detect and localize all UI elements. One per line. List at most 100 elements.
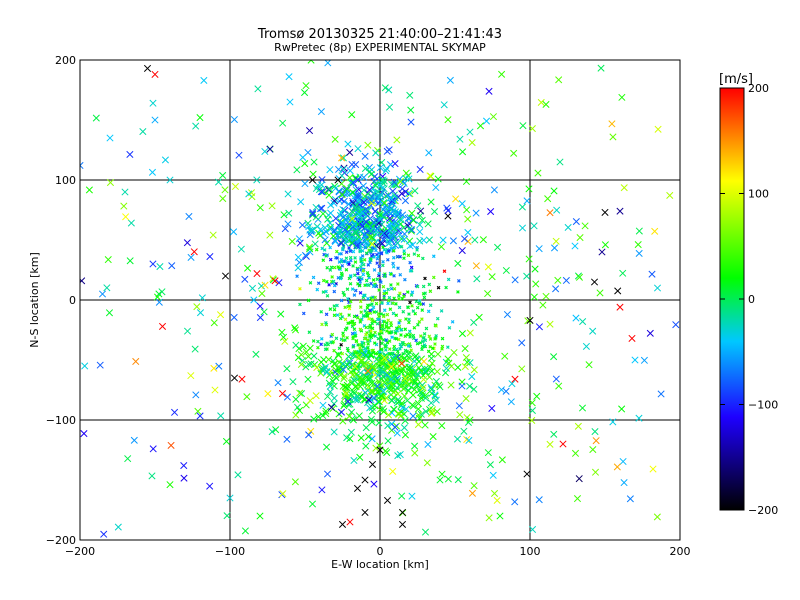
data-point [192, 122, 200, 130]
data-point [366, 342, 371, 346]
data-point [350, 456, 358, 465]
data-point [339, 219, 347, 227]
data-point [345, 336, 349, 340]
data-point [425, 149, 433, 157]
data-point [389, 320, 393, 325]
data-point [185, 212, 193, 221]
data-point [542, 100, 550, 108]
data-point [325, 355, 333, 364]
data-point [219, 171, 227, 179]
data-point [416, 228, 424, 236]
data-point [307, 427, 315, 435]
data-point [323, 342, 328, 347]
data-point [337, 218, 345, 226]
data-point [308, 281, 313, 285]
data-point [597, 64, 605, 72]
data-point [130, 436, 138, 444]
data-point [378, 350, 382, 354]
data-point [314, 413, 323, 421]
data-point [535, 496, 543, 504]
data-point [572, 218, 580, 226]
data-point [299, 342, 307, 350]
data-point [370, 298, 375, 303]
data-point [409, 402, 417, 410]
data-point [340, 247, 345, 251]
data-point [440, 347, 444, 351]
data-point [432, 183, 440, 192]
data-point [450, 320, 455, 324]
data-point [427, 354, 435, 362]
data-point [377, 191, 385, 199]
data-point [318, 204, 326, 212]
data-point [350, 319, 354, 324]
data-point [518, 203, 526, 211]
data-point [318, 486, 326, 494]
data-point [396, 215, 404, 224]
data-point [391, 261, 395, 266]
data-point [406, 190, 414, 198]
data-point [442, 358, 450, 366]
data-point [120, 202, 128, 210]
data-point [371, 181, 380, 189]
data-point [408, 260, 412, 265]
data-point [392, 245, 397, 250]
data-point [380, 177, 388, 185]
data-point [253, 270, 261, 278]
data-point [424, 326, 429, 331]
data-point [382, 248, 387, 252]
data-point [427, 384, 435, 392]
data-point [278, 328, 286, 336]
data-point [408, 335, 412, 339]
data-point [417, 207, 425, 215]
data-point [397, 368, 406, 376]
data-point [316, 205, 324, 213]
data-point [441, 369, 450, 377]
data-point [420, 357, 428, 366]
data-point [230, 115, 238, 124]
data-point [393, 384, 401, 392]
data-point [193, 303, 201, 311]
data-point [366, 367, 374, 375]
data-point [414, 202, 422, 210]
data-point [357, 357, 365, 365]
data-point [310, 415, 318, 423]
data-point [431, 391, 439, 399]
data-point [377, 383, 385, 391]
data-point [329, 340, 333, 344]
data-point [654, 125, 662, 133]
data-point [402, 249, 406, 253]
data-point [400, 340, 405, 345]
data-point [620, 479, 628, 487]
data-point [308, 176, 317, 184]
data-point [98, 290, 107, 298]
data-point [407, 317, 411, 322]
data-point [386, 214, 394, 222]
data-point [391, 373, 399, 382]
data-point [210, 364, 218, 372]
data-point [253, 176, 261, 184]
data-point [363, 336, 367, 341]
data-point [312, 392, 320, 400]
data-point [277, 310, 285, 318]
data-point [196, 309, 205, 317]
data-point [327, 283, 331, 287]
data-point [399, 328, 403, 332]
data-point [238, 375, 246, 383]
data-point [234, 471, 242, 479]
data-point [375, 317, 380, 322]
data-point [415, 341, 420, 346]
data-point [376, 215, 384, 223]
data-point [327, 209, 335, 217]
data-point [305, 243, 314, 251]
data-point [582, 342, 590, 350]
data-point [288, 237, 296, 245]
data-point [444, 116, 452, 124]
data-point [330, 332, 335, 337]
data-point [324, 312, 329, 317]
data-point [431, 254, 436, 259]
data-point [409, 412, 417, 420]
data-point [411, 309, 416, 313]
data-point [385, 86, 393, 94]
data-point [280, 211, 288, 219]
data-point [666, 191, 674, 199]
